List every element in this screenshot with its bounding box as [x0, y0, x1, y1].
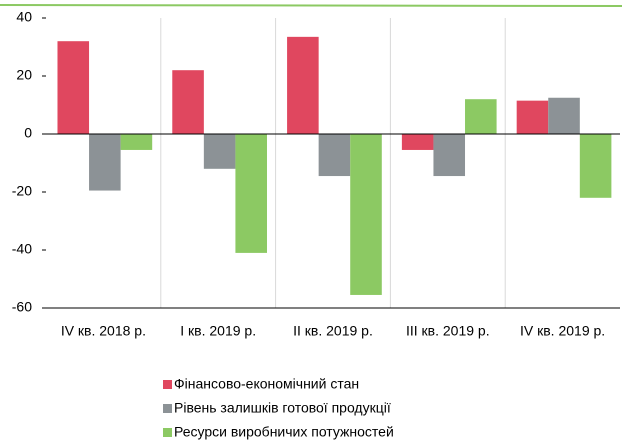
bar [579, 134, 612, 198]
bar [203, 134, 236, 169]
x-tick-label: IV кв. 2019 р. [520, 323, 605, 339]
y-tick-label: -40 [12, 241, 32, 257]
bar [120, 134, 153, 150]
bar [350, 134, 382, 295]
legend-swatch [163, 380, 172, 389]
legend-swatch [163, 428, 172, 437]
bar [172, 70, 204, 134]
bar [287, 36, 319, 134]
y-tick-label: 20 [16, 67, 32, 83]
legend-label: Рівень залишків готової продукції [174, 400, 391, 416]
top-rule [0, 4, 622, 7]
x-tick-label: I кв. 2019 р. [180, 323, 256, 339]
legend-label: Фінансово-економічний стан [174, 376, 359, 392]
legend-label: Ресурси виробничих потужностей [174, 424, 394, 440]
bar [318, 134, 351, 177]
y-tick-label: -20 [12, 183, 32, 199]
legend-swatch [163, 404, 172, 413]
y-tick-label: 0 [24, 125, 32, 141]
bar [465, 99, 497, 134]
bar [235, 134, 267, 253]
bar [57, 41, 90, 135]
bar [433, 134, 466, 177]
bar [516, 100, 549, 134]
bar [548, 97, 580, 134]
bar [89, 134, 121, 191]
x-tick-label: IV кв. 2018 р. [61, 323, 146, 339]
x-tick-label: III кв. 2019 р. [406, 323, 490, 339]
x-tick-label: II кв. 2019 р. [293, 323, 373, 339]
y-tick-label: -60 [12, 299, 32, 315]
bar [401, 134, 434, 150]
y-tick-label: 40 [16, 9, 32, 25]
